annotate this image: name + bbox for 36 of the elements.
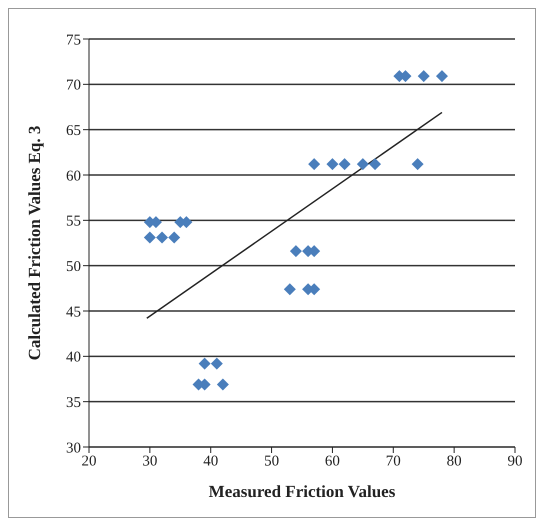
y-tick-label: 55 [66,214,81,230]
y-tick-label: 45 [66,304,81,320]
point [436,70,448,82]
y-tick-label: 75 [66,32,81,48]
point [284,283,296,296]
x-tick-label: 90 [508,454,522,470]
x-tick-label: 20 [82,454,96,470]
point [198,358,211,370]
y-tick-label: 65 [66,122,81,139]
x-tick-label: 60 [324,454,340,470]
y-axis-title: Calculated Friction Values Eq. 3 [25,126,44,360]
point [216,378,229,390]
point [156,232,168,244]
point [144,232,156,244]
point [326,158,338,170]
point [369,158,382,170]
point [356,158,369,170]
point [338,158,351,170]
point [308,158,320,170]
x-tick-label: 50 [264,454,280,470]
point [210,358,223,370]
y-tick-label: 60 [66,168,81,184]
x-tick-label: 40 [203,454,218,470]
y-tick-label: 70 [66,78,81,94]
y-tick-label: 40 [66,350,81,366]
x-tick-label: 70 [386,454,401,470]
x-tick-label: 30 [142,454,158,470]
point [168,232,180,244]
y-tick-label: 35 [66,394,81,411]
point [418,70,430,82]
point [412,158,424,170]
y-tick-label: 30 [66,440,81,456]
x-axis-title: Measured Friction Values [208,482,396,501]
point [290,245,302,258]
x-tick-label: 80 [446,454,462,470]
y-tick-label: 50 [66,258,81,275]
